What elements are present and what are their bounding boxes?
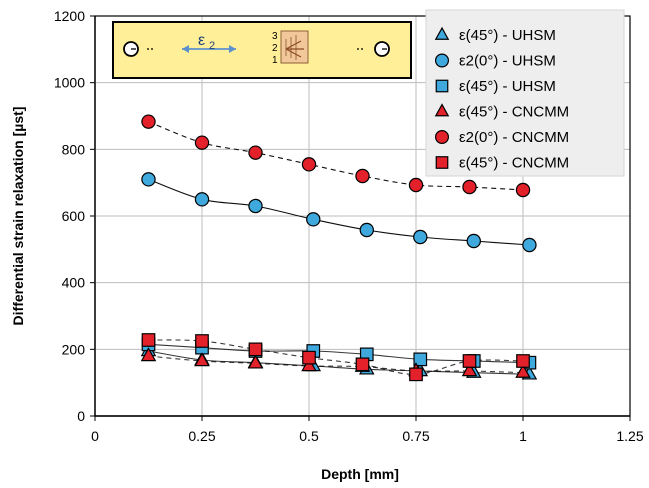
inset-rosette-lines [285, 40, 304, 58]
series-5-circle-marker [462, 179, 477, 195]
series-5-circle-marker [248, 145, 263, 160]
y-tick-label: 0 [77, 408, 85, 424]
inset-arrow-right-head-icon [229, 45, 236, 53]
inset-strain-subscript: 2 [209, 40, 215, 52]
y-tick-label: 1200 [54, 8, 85, 24]
x-tick-label: 0.25 [188, 428, 215, 444]
series-5-circle-marker [301, 157, 317, 172]
inset-gauge-number-3: 3 [272, 31, 278, 42]
y-tick-label: 400 [62, 275, 86, 291]
series-2-circle-marker [248, 198, 263, 214]
legend-label-6: ε(45°) - CNCMM [459, 155, 569, 172]
tick-labels: 0 0.25 0.5 0.75 1 1.25 0 200 400 600 800 1000 1200 [54, 8, 644, 444]
series-5-circle-marker [194, 135, 210, 150]
series-6-square-marker [355, 357, 370, 372]
y-tick-label: 1000 [54, 75, 85, 91]
series-4-triangle-marker [194, 352, 210, 367]
series-4-triangle-marker [301, 357, 317, 372]
legend-circle-marker-2 [435, 53, 450, 68]
legend-label-1: ε(45°) - UHSM [459, 27, 556, 44]
series-2-circle-marker [359, 222, 374, 238]
x-tick-label: 1 [519, 428, 527, 444]
series-3-square-marker [413, 352, 428, 367]
series-2-circle-marker [413, 229, 428, 245]
series-6-square-marker [409, 367, 423, 382]
series-5-circle-marker [408, 177, 424, 193]
legend-triangle-marker-4 [434, 103, 450, 117]
series-5-circle-marker [515, 182, 531, 198]
y-tick-label: 600 [62, 208, 86, 224]
inset-arrow-left-head-icon [182, 45, 189, 53]
y-tick-label: 800 [62, 141, 86, 157]
series-4-triangle-marker [140, 347, 157, 362]
inset-strain-symbol: ε [198, 32, 205, 49]
inset-gauge-number-1: 1 [272, 55, 278, 66]
data-markers [140, 114, 538, 382]
x-axis-title: Depth [mm] [321, 466, 399, 482]
legend-triangle-marker-1 [434, 26, 450, 40]
y-axis-title: Differential strain relaxation [µst] [10, 107, 26, 326]
series-6-square-marker [462, 354, 477, 368]
series-6-square-marker [516, 354, 530, 368]
series-2-circle-marker [141, 172, 156, 187]
legend-box [425, 9, 625, 177]
inset-gauge-pad [280, 30, 309, 64]
legend: ε(45°) - UHSM ε2(0°) - UHSM ε(45°) - UHSM ε… [425, 9, 625, 177]
series-2-circle-marker [522, 237, 537, 253]
series-2-circle-marker [306, 212, 321, 227]
series-4-triangle-marker [247, 354, 264, 369]
inset-specimen-panel [112, 21, 412, 79]
legend-square-marker-6 [435, 156, 449, 169]
series-5-circle-marker [141, 114, 156, 129]
series-2-circle-marker [466, 233, 481, 249]
x-tick-label: 1.25 [616, 428, 643, 444]
series-5-circle-marker [355, 168, 370, 184]
series-6-square-marker [248, 342, 263, 357]
legend-circle-marker-5 [435, 130, 450, 145]
legend-label-5: ε2(0°) - CNCMM [459, 129, 569, 146]
y-tick-label: 200 [62, 341, 86, 357]
inset-specimen-diagram: ε 2 3 2 1 [112, 21, 412, 79]
series-4-triangle-marker [515, 363, 531, 378]
legend-label-2: ε2(0°) - UHSM [459, 53, 556, 70]
series-6-square-marker [302, 350, 316, 365]
legend-label-3: ε(45°) - UHSM [459, 78, 556, 95]
inset-gauge-number-2: 2 [272, 43, 278, 54]
series-4-triangle-marker [461, 362, 478, 377]
x-tick-label: 0.5 [299, 428, 319, 444]
x-tick-label: 0.75 [402, 428, 429, 444]
series-6-square-marker [141, 333, 156, 347]
legend-label-4: ε(45°) - CNCMM [459, 104, 569, 121]
series-2-circle-marker [194, 192, 210, 207]
series-6-square-marker [195, 334, 209, 348]
x-tick-label: 0 [91, 428, 99, 444]
legend-square-marker-3 [435, 79, 449, 93]
